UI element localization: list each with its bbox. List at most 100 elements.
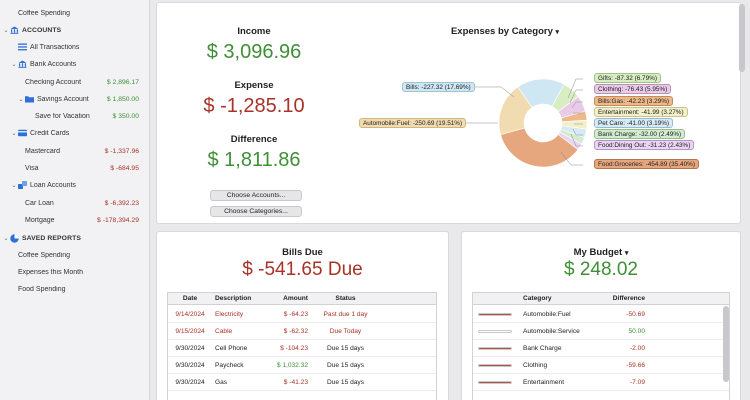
bank-icon [10, 26, 19, 34]
sidebar-item-label: All Transactions [30, 43, 80, 51]
difference-label: Difference [230, 134, 278, 145]
sidebar-group-credit-cards[interactable]: ⌄ Credit Cards [0, 125, 150, 141]
choose-categories-button[interactable]: Choose Categories... [210, 206, 302, 217]
legend-bank-charge: Bank Charge: -32.00 (2.49%) [594, 129, 686, 139]
sidebar-item-label: Visa [25, 164, 39, 172]
legend-food-dining-out: Food:Dining Out: -31.23 (2.43%) [594, 140, 695, 150]
column-header-amount[interactable]: Amount [283, 295, 308, 302]
legend-automobile-fuel: Automobile:Fuel: -250.69 (19.51%) [359, 118, 467, 128]
bill-date: 9/30/2024 [175, 345, 205, 352]
sidebar-item-label: Mastercard [25, 147, 61, 155]
sidebar-item-mortgage[interactable]: Mortgage $ -178,394.29 [0, 212, 150, 228]
account-balance: $ -684.95 [110, 164, 139, 172]
sidebar-item-label: Coffee Spending [18, 251, 71, 259]
budget-table-header: Category Difference [473, 293, 729, 305]
table-row[interactable]: Entertainment -7.09 [473, 374, 729, 391]
sidebar-group-bank-accounts[interactable]: ⌄ Bank Accounts [0, 56, 150, 72]
budget-progress-bar [478, 330, 512, 333]
expense-value: $ -1,285.10 [203, 95, 305, 117]
budget-progress-bar [478, 381, 512, 384]
table-row[interactable]: Automobile:Service 50.00 [473, 323, 729, 340]
sidebar-item-save-for-vacation[interactable]: Save for Vacation $ 350.00 [0, 108, 150, 124]
budget-category: Entertainment [523, 379, 565, 386]
column-header-description[interactable]: Description [215, 295, 252, 302]
bill-amount: $ -41.23 [283, 379, 308, 386]
credit-card-icon [18, 129, 27, 137]
sidebar-section-label: ACCOUNTS [22, 26, 62, 34]
column-header-date[interactable]: Date [182, 295, 198, 302]
bill-description: Electricity [215, 311, 244, 318]
column-header-status[interactable]: Status [335, 295, 356, 302]
legend-food-groceries: Food:Groceries: -454.89 (35.40%) [594, 159, 699, 169]
bills-due-panel [156, 231, 449, 400]
sidebar-section-saved-reports[interactable]: ⌄ SAVED REPORTS [0, 230, 150, 246]
bills-due-total: $ -541.65 Due [242, 259, 363, 280]
chevron-down-icon[interactable]: ⌄ [11, 130, 17, 137]
column-header-difference[interactable]: Difference [612, 295, 645, 302]
table-row[interactable]: Automobile:Fuel -50.69 [473, 306, 729, 323]
difference-value: $ 1,811.86 [207, 149, 301, 171]
budget-progress-fill [479, 348, 511, 349]
main-scrollbar[interactable] [739, 4, 745, 72]
sidebar-group-label: Credit Cards [30, 129, 70, 137]
sidebar-item-mastercard[interactable]: Mastercard $ -1,337.96 [0, 143, 150, 159]
legend-gifts: Gifts: -87.32 (6.79%) [594, 73, 661, 83]
account-balance: $ 1,850.00 [106, 95, 139, 103]
bill-status: Past due 1 day [323, 311, 368, 318]
legend-entertainment: Entertainment: -41.99 (3.27%) [594, 107, 688, 117]
column-header-category[interactable]: Category [523, 295, 552, 302]
chevron-down-icon: ▾ [624, 250, 629, 257]
sidebar-group-loan-accounts[interactable]: ⌄ Loan Accounts [0, 177, 150, 193]
table-row[interactable]: Clothing -59.66 [473, 357, 729, 374]
table-row[interactable]: Bank Charge -2.00 [473, 340, 729, 357]
chevron-down-icon[interactable]: ⌄ [11, 61, 17, 68]
chart-title-text: Expenses by Category [450, 26, 553, 37]
sidebar-item-label: Savings Account [37, 95, 89, 103]
account-balance: $ 350.00 [112, 112, 139, 120]
sidebar-item-report[interactable]: Food Spending [0, 281, 150, 297]
folder-icon [25, 95, 34, 103]
income-value: $ 3,096.96 [206, 41, 302, 63]
expenses-chart-title[interactable]: Expenses by Category ▾ [440, 26, 570, 37]
sidebar-item-checking-account[interactable]: Checking Account $ 2,896.17 [0, 74, 150, 90]
bill-amount: $ -62.32 [283, 328, 308, 335]
sidebar-item-all-transactions[interactable]: All Transactions [0, 39, 150, 55]
chevron-down-icon[interactable]: ⌄ [3, 27, 9, 34]
table-row[interactable]: 9/30/2024 Gas $ -41.23 Due 15 days [168, 374, 436, 391]
bill-date: 9/30/2024 [175, 379, 205, 386]
sidebar-section-accounts[interactable]: ⌄ ACCOUNTS [0, 22, 150, 38]
choose-accounts-button[interactable]: Choose Accounts... [210, 190, 302, 201]
sidebar-group-label: Bank Accounts [30, 60, 77, 68]
sidebar-item-savings-account[interactable]: ⌄ Savings Account $ 1,850.00 [0, 91, 150, 107]
budget-scrollbar[interactable] [723, 306, 729, 382]
sidebar-item-report[interactable]: Expenses this Month [0, 264, 150, 280]
sidebar-item-label: Save for Vacation [35, 112, 90, 120]
sidebar-item-visa[interactable]: Visa $ -684.95 [0, 160, 150, 176]
chevron-down-icon[interactable]: ⌄ [11, 182, 17, 189]
budget-progress-bar [478, 364, 512, 367]
table-row[interactable]: 9/14/2024 Electricity $ -64.23 Past due 1 d… [168, 306, 436, 323]
bill-amount: $ 1,032.32 [276, 362, 308, 369]
chevron-down-icon[interactable]: ⌄ [3, 235, 9, 242]
expense-label: Expense [234, 80, 274, 91]
sidebar-item-car-loan[interactable]: Car Loan $ -6,392.23 [0, 195, 150, 211]
table-row[interactable]: 9/30/2024 Cell Phone $ -104.23 Due 15 days [168, 340, 436, 357]
bill-date: 9/14/2024 [175, 311, 205, 318]
budget-title[interactable]: My Budget ▾ [461, 247, 741, 258]
sidebar-item-label: Expenses this Month [18, 268, 83, 276]
sidebar-item-report[interactable]: Coffee Spending [0, 247, 150, 263]
sidebar-section-label: SAVED REPORTS [22, 234, 81, 242]
report-icon [10, 234, 19, 243]
table-row[interactable]: 9/30/2024 Paycheck $ 1,032.32 Due 15 days [168, 357, 436, 374]
chevron-down-icon[interactable]: ⌄ [18, 96, 24, 103]
income-label: Income [237, 26, 271, 37]
bills-due-title: Bills Due [282, 247, 323, 258]
legend-bills: Bills: -227.32 (17.69%) [402, 82, 475, 92]
table-row[interactable]: 9/15/2024 Cable $ -62.32 Due Today [168, 323, 436, 340]
chevron-down-icon: ▾ [555, 29, 560, 36]
sidebar-item-label: Checking Account [25, 78, 82, 86]
bill-status: Due 15 days [326, 379, 365, 386]
budget-progress-bar [478, 347, 512, 350]
sidebar-item-coffee-spending-top[interactable]: Coffee Spending [0, 5, 150, 21]
account-balance: $ -1,337.96 [104, 147, 139, 155]
